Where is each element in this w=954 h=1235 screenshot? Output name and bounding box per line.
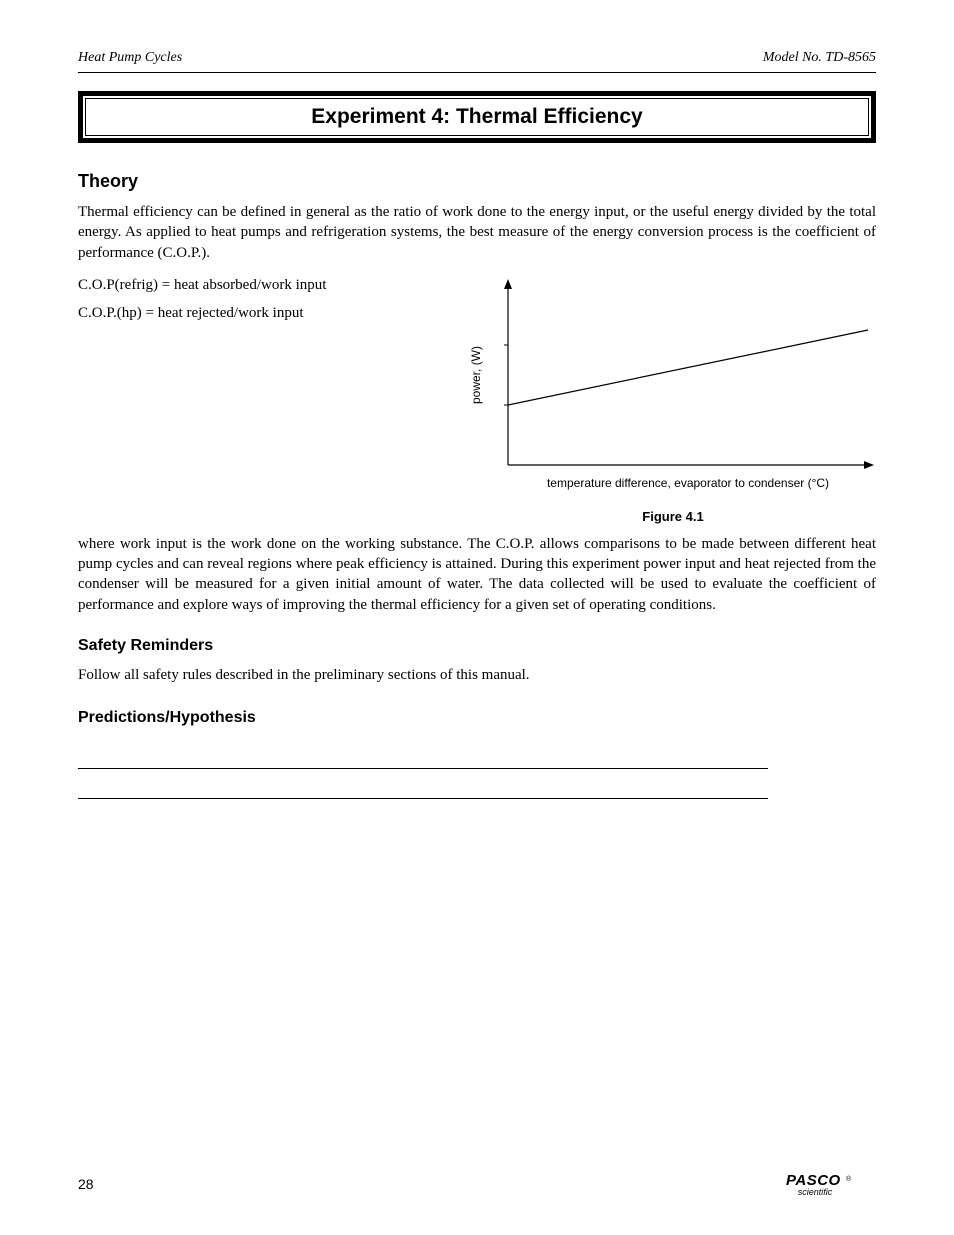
pasco-logo: PASCO ® scientific — [786, 1171, 876, 1197]
figure-caption: Figure 4.1 — [468, 509, 878, 524]
chart-xlabel: temperature difference, evaporator to co… — [547, 476, 829, 490]
predictions-heading: Predictions/Hypothesis — [78, 709, 876, 727]
cop-hp: C.O.P.(hp) = heat rejected/work input — [78, 303, 440, 323]
fill-line-2[interactable] — [78, 769, 768, 799]
theory-paragraph-2: where work input is the work done on the… — [78, 534, 876, 615]
header-left: Heat Pump Cycles — [78, 50, 182, 66]
svg-text:®: ® — [846, 1175, 852, 1183]
header-right: Model No. TD-8565 — [763, 50, 876, 66]
fill-line-1[interactable] — [78, 739, 768, 769]
footer: 28 PASCO ® scientific — [78, 1171, 876, 1197]
theory-heading: Theory — [78, 171, 876, 192]
page-title: Experiment 4: Thermal Efficiency — [90, 105, 864, 129]
chart-ylabel: power, (W) — [469, 346, 483, 404]
page-number: 28 — [78, 1176, 94, 1192]
chart-svg: power, (W) temperature difference, evapo… — [468, 275, 878, 505]
svg-text:scientific: scientific — [798, 1187, 833, 1197]
safety-paragraph: Follow all safety rules described in the… — [78, 665, 876, 685]
cop-refrig: C.O.P(refrig) = heat absorbed/work input — [78, 275, 440, 295]
theory-paragraph-1: Thermal efficiency can be defined in gen… — [78, 202, 876, 263]
safety-heading: Safety Reminders — [78, 637, 876, 655]
title-box: Experiment 4: Thermal Efficiency — [78, 91, 876, 143]
header-rule — [78, 72, 876, 73]
